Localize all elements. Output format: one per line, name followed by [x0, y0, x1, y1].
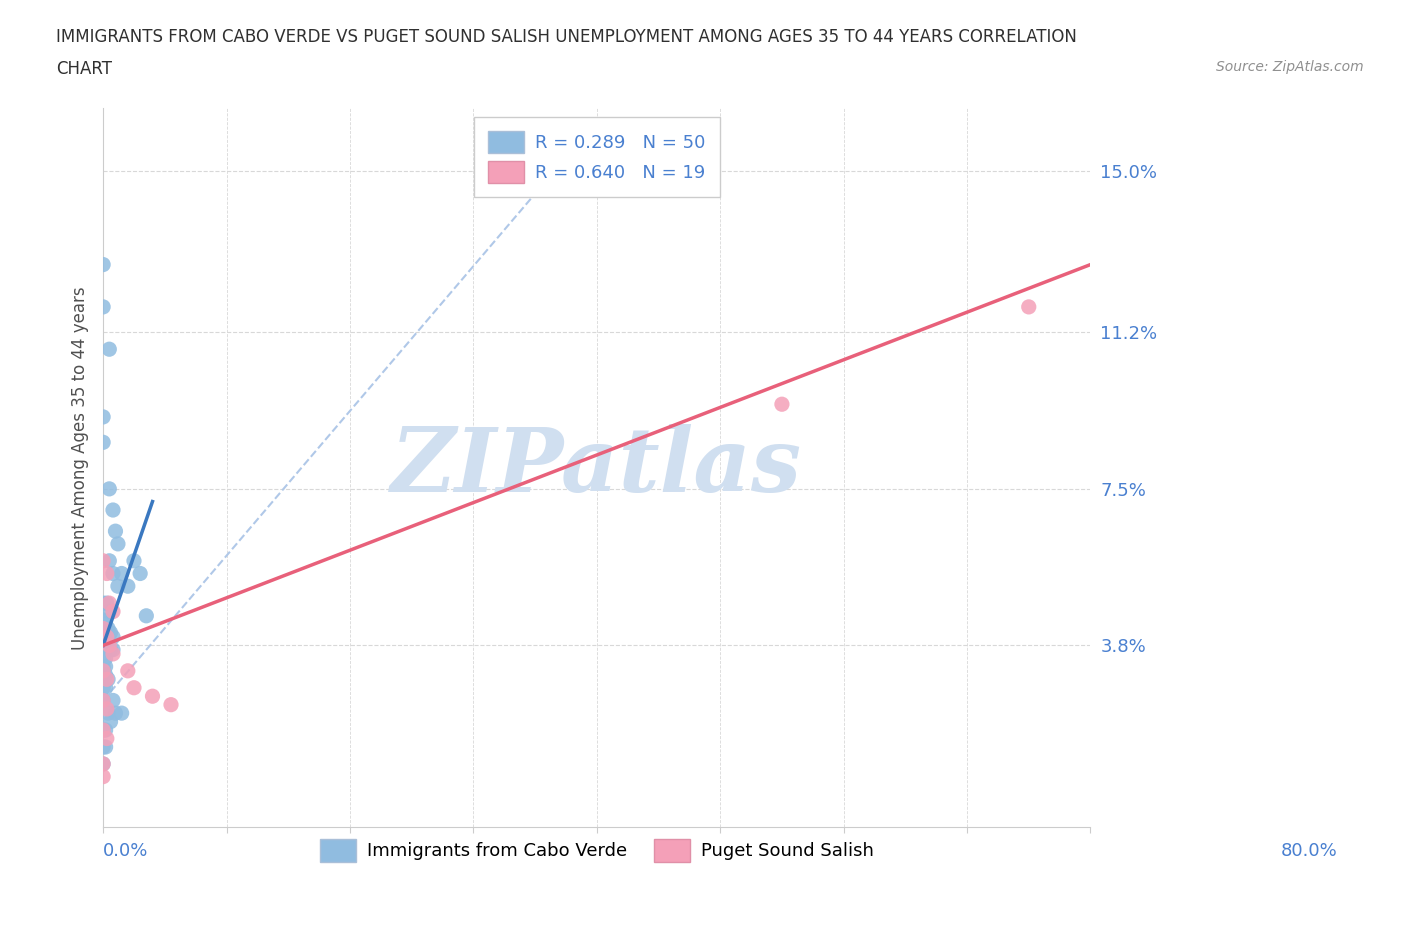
Y-axis label: Unemployment Among Ages 35 to 44 years: Unemployment Among Ages 35 to 44 years: [72, 286, 89, 649]
Point: [101, 693, 124, 708]
Point: [117, 663, 139, 678]
Text: ZIPatlas: ZIPatlas: [391, 424, 803, 511]
Point: [96, 630, 118, 644]
Point: [91, 693, 114, 708]
Text: 80.0%: 80.0%: [1281, 842, 1337, 860]
Point: [94, 617, 117, 631]
Point: [770, 397, 793, 412]
Point: [101, 604, 124, 619]
Legend: Immigrants from Cabo Verde, Puget Sound Salish: Immigrants from Cabo Verde, Puget Sound …: [312, 832, 882, 869]
Point: [91, 769, 114, 784]
Text: Source: ZipAtlas.com: Source: ZipAtlas.com: [1216, 60, 1364, 74]
Point: [122, 681, 145, 696]
Point: [91, 553, 114, 568]
Point: [129, 566, 152, 581]
Point: [104, 706, 127, 721]
Point: [91, 693, 114, 708]
Point: [91, 257, 114, 272]
Point: [94, 659, 117, 674]
Point: [98, 482, 121, 497]
Point: [91, 723, 114, 737]
Point: [94, 723, 117, 737]
Point: [107, 578, 129, 593]
Point: [91, 756, 114, 771]
Text: CHART: CHART: [56, 60, 112, 78]
Point: [94, 638, 117, 653]
Point: [91, 435, 114, 450]
Point: [91, 299, 114, 314]
Point: [98, 638, 121, 653]
Point: [97, 706, 120, 721]
Point: [98, 596, 121, 611]
Point: [94, 668, 117, 683]
Point: [111, 566, 134, 581]
Point: [100, 714, 122, 729]
Point: [101, 566, 124, 581]
Point: [94, 681, 117, 696]
Point: [98, 553, 121, 568]
Point: [91, 659, 114, 674]
Point: [98, 604, 121, 619]
Point: [101, 646, 124, 661]
Point: [97, 638, 120, 653]
Point: [100, 625, 122, 640]
Point: [135, 608, 157, 623]
Point: [91, 723, 114, 737]
Point: [91, 638, 114, 653]
Point: [101, 630, 124, 644]
Point: [91, 681, 114, 696]
Text: 0.0%: 0.0%: [103, 842, 149, 860]
Point: [91, 756, 114, 771]
Point: [91, 621, 114, 636]
Point: [91, 668, 114, 683]
Point: [101, 643, 124, 658]
Point: [122, 553, 145, 568]
Point: [98, 341, 121, 356]
Point: [111, 706, 134, 721]
Text: IMMIGRANTS FROM CABO VERDE VS PUGET SOUND SALISH UNEMPLOYMENT AMONG AGES 35 TO 4: IMMIGRANTS FROM CABO VERDE VS PUGET SOUN…: [56, 28, 1077, 46]
Point: [97, 621, 120, 636]
Point: [100, 643, 122, 658]
Point: [97, 671, 120, 686]
Point: [91, 596, 114, 611]
Point: [160, 698, 183, 712]
Point: [91, 409, 114, 424]
Point: [101, 502, 124, 517]
Point: [96, 701, 118, 716]
Point: [96, 566, 118, 581]
Point: [104, 524, 127, 538]
Point: [96, 596, 118, 611]
Point: [91, 651, 114, 666]
Point: [91, 663, 114, 678]
Point: [94, 651, 117, 666]
Point: [1018, 299, 1040, 314]
Point: [141, 689, 163, 704]
Point: [96, 671, 118, 686]
Point: [91, 739, 114, 754]
Point: [107, 537, 129, 551]
Point: [96, 731, 118, 746]
Point: [117, 578, 139, 593]
Point: [94, 739, 117, 754]
Point: [91, 613, 114, 628]
